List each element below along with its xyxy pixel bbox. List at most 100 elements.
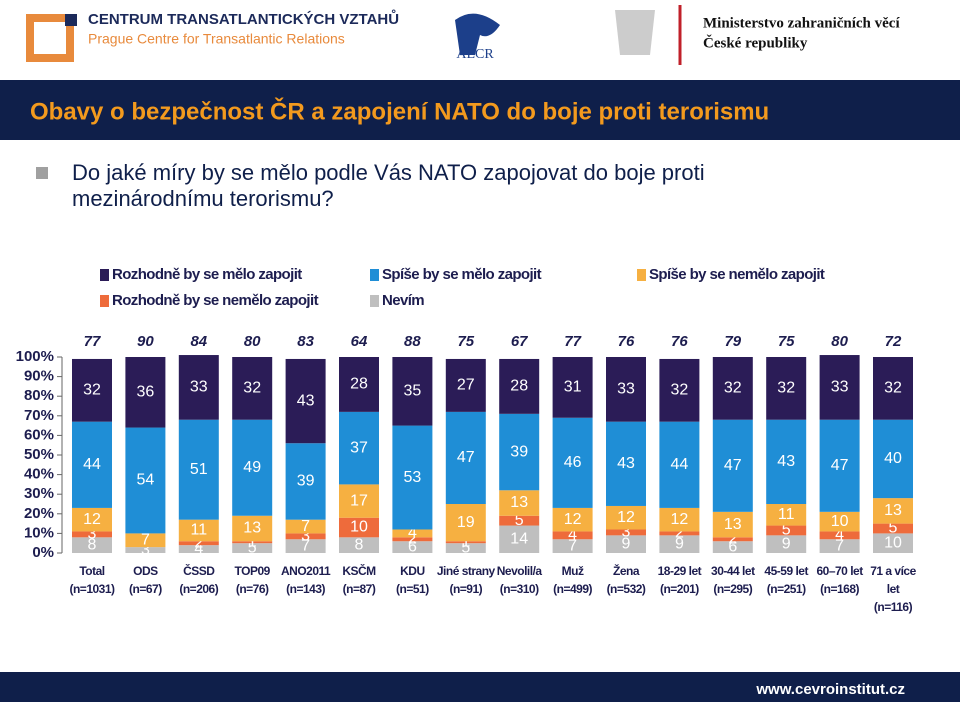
bar-segment — [72, 537, 112, 553]
data-label: 39 — [510, 443, 528, 460]
bar-segment — [766, 535, 807, 553]
bar-segment — [72, 507, 112, 532]
data-label: 3 — [622, 524, 631, 541]
bar-segment — [445, 541, 486, 544]
bar-segment — [552, 417, 593, 508]
legend-swatch — [637, 269, 646, 281]
x-tick-label: ODS — [133, 564, 158, 578]
bar-segment — [873, 357, 913, 420]
bar-segment — [819, 531, 860, 540]
data-label: 9 — [782, 535, 791, 552]
data-label: 2 — [194, 534, 203, 551]
sample-size: (n=1031) — [69, 582, 115, 596]
data-label: 44 — [671, 456, 689, 473]
bar-segment — [873, 533, 913, 553]
data-label: 10 — [884, 534, 902, 551]
y-tick-label: 80% — [24, 387, 54, 404]
sample-size: (n=116) — [873, 600, 913, 614]
legend-swatch — [100, 295, 109, 307]
data-label: 28 — [510, 378, 528, 395]
data-label: 19 — [457, 514, 475, 531]
y-tick-label: 20% — [24, 505, 54, 522]
y-tick-label: 60% — [24, 426, 54, 443]
bar-segment — [873, 523, 913, 534]
data-label: 7 — [835, 537, 844, 554]
total-label: 88 — [404, 333, 421, 350]
bar-segment — [392, 425, 433, 530]
bar-segment — [178, 355, 219, 420]
data-label: 13 — [724, 516, 742, 533]
org-subtitle: Prague Centre for Transatlantic Relation… — [88, 31, 345, 47]
sample-size: (n=67) — [129, 582, 162, 596]
data-label: 27 — [457, 377, 475, 394]
legend-label: Rozhodně by se nemělo zapojit — [112, 292, 319, 309]
bar-segment — [499, 413, 540, 491]
y-tick-label: 40% — [24, 466, 54, 483]
total-label: 84 — [190, 333, 207, 350]
bar-segment — [606, 535, 646, 553]
logo-icon — [65, 14, 77, 26]
data-label: 5 — [782, 522, 791, 539]
total-label: 72 — [885, 333, 902, 350]
data-label: 40 — [884, 450, 902, 467]
data-label: 53 — [404, 469, 422, 486]
data-label: 47 — [831, 457, 849, 474]
bar-segment — [552, 357, 593, 418]
lion-logo — [455, 13, 500, 56]
data-label: 12 — [671, 511, 689, 528]
bar-segment — [232, 515, 273, 542]
bar-segment — [445, 504, 486, 542]
sample-size: (n=532) — [606, 582, 646, 596]
logo-icon — [26, 14, 74, 62]
total-label: 77 — [564, 333, 581, 350]
bar-segment — [766, 357, 807, 420]
data-label: 39 — [297, 473, 315, 490]
bar-segment — [499, 358, 540, 414]
bar-segment — [232, 543, 273, 553]
bar-segment — [445, 411, 486, 504]
data-label: 37 — [350, 439, 368, 456]
x-tick-label: Žena — [612, 564, 640, 578]
bar-segment — [285, 443, 326, 520]
total-label: 64 — [351, 333, 368, 350]
data-label: 8 — [88, 536, 97, 553]
bar-segment — [72, 358, 112, 422]
bar-segment — [819, 419, 860, 512]
bar-segment — [392, 357, 433, 426]
data-label: 1 — [248, 533, 257, 550]
bar-segment — [606, 421, 646, 506]
data-label: 32 — [243, 380, 261, 397]
data-label: 2 — [728, 530, 737, 547]
sample-size: (n=51) — [396, 582, 429, 596]
y-tick-label: 90% — [24, 368, 54, 385]
data-label: 1 — [461, 533, 470, 550]
bar-segment — [819, 511, 860, 532]
bar-segment — [232, 357, 273, 420]
title-band — [0, 80, 960, 140]
sample-size: (n=295) — [713, 582, 753, 596]
data-label: 10 — [350, 519, 368, 536]
total-label: 67 — [511, 333, 528, 350]
y-tick-label: 50% — [24, 446, 54, 463]
bar-segment — [125, 533, 166, 548]
bar-segment — [606, 529, 646, 536]
total-label: 77 — [84, 333, 101, 350]
bar-segment — [392, 541, 433, 553]
data-label: 11 — [778, 506, 795, 523]
bar-segment — [445, 543, 486, 553]
sample-size: (n=76) — [235, 582, 269, 596]
data-label: 51 — [190, 461, 208, 478]
data-label: 32 — [671, 382, 689, 399]
bar-segment — [178, 519, 219, 542]
data-label: 5 — [515, 512, 524, 529]
data-label: 4 — [194, 540, 203, 557]
sample-size: (n=87) — [342, 582, 376, 596]
data-label: 14 — [510, 530, 528, 547]
bar-segment — [712, 511, 753, 538]
bar-segment — [392, 529, 433, 538]
data-label: 9 — [675, 535, 684, 552]
data-label: 47 — [457, 449, 475, 466]
data-label: 10 — [831, 513, 849, 530]
x-tick-label: KDU — [400, 564, 425, 578]
bar-segment — [552, 531, 593, 540]
